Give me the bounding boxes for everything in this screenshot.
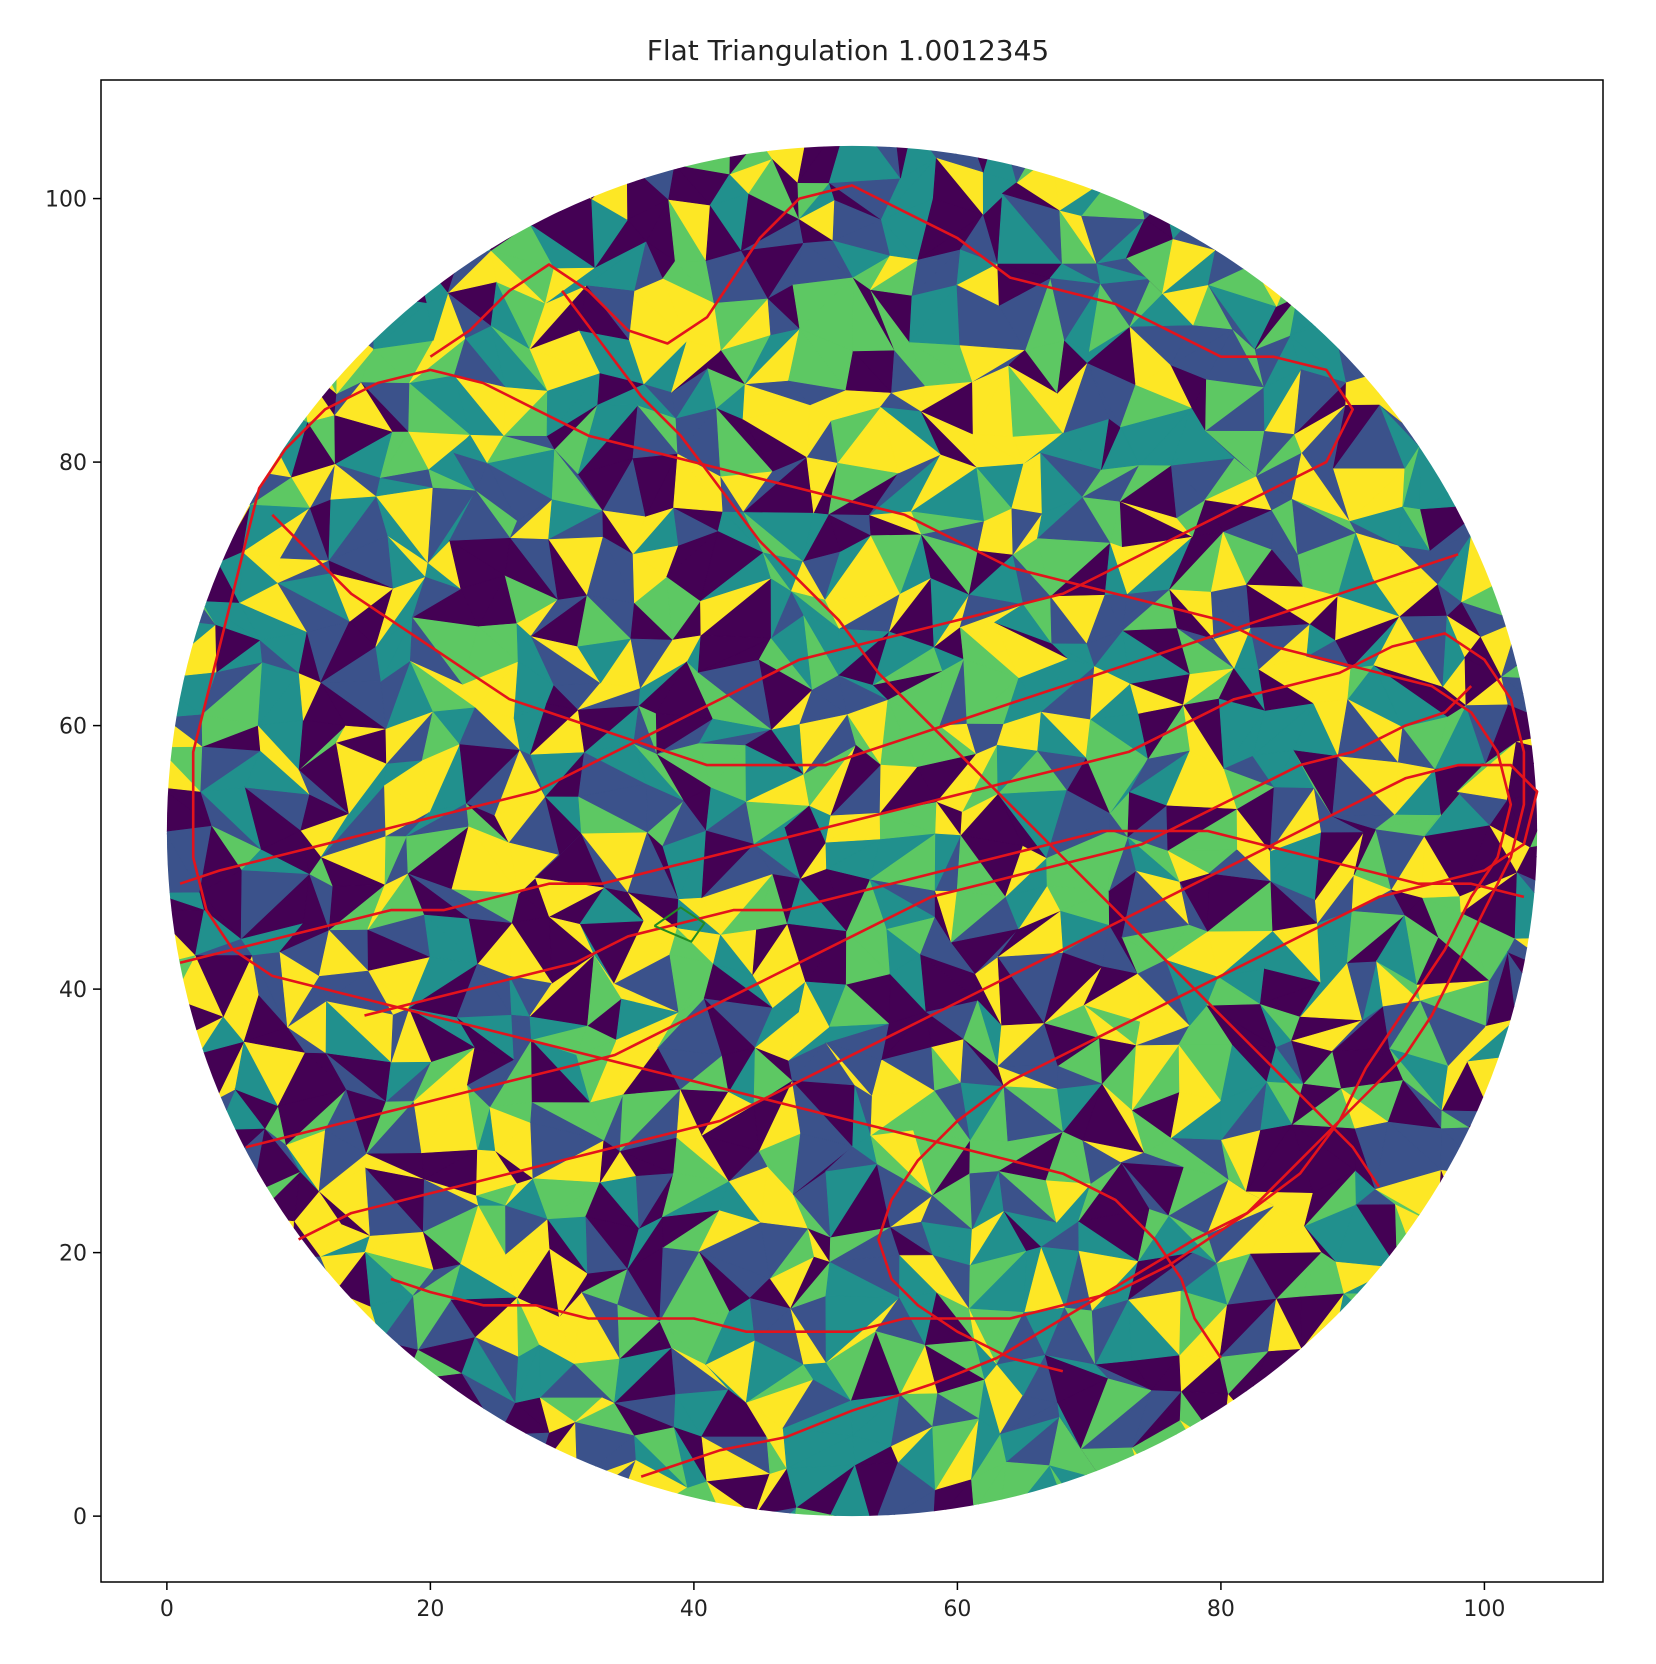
- x-tick-label: 100: [1463, 1597, 1505, 1622]
- series-path-5: [245, 685, 1473, 1149]
- mesh-triangle: [1516, 846, 1538, 892]
- series-path-2: [298, 763, 1539, 1373]
- mesh-triangle: [1507, 703, 1538, 742]
- path-series-group: [179, 184, 1539, 1478]
- series-path-9: [653, 906, 706, 943]
- chart-title: Flat Triangulation 1.0012345: [647, 34, 1050, 67]
- series-path-8: [561, 290, 1381, 1188]
- x-axis-ticks: 0 20 40 60 80 100: [160, 1582, 1505, 1622]
- x-tick-label: 40: [680, 1597, 708, 1622]
- y-tick-label: 40: [59, 978, 87, 1003]
- axes-frame: [100, 79, 1604, 1583]
- x-tick-label: 0: [160, 1597, 174, 1622]
- series-path-6: [271, 513, 1459, 767]
- y-tick-label: 60: [59, 715, 87, 740]
- y-tick-label: 20: [59, 1242, 87, 1267]
- y-tick-label: 0: [73, 1505, 87, 1530]
- x-tick-label: 20: [416, 1597, 444, 1622]
- mesh-triangle: [893, 145, 913, 179]
- series-path-3: [179, 184, 1354, 885]
- y-axis-ticks: 0 20 40 60 80 100: [45, 188, 101, 1530]
- x-tick-label: 80: [1207, 1597, 1235, 1622]
- mesh-triangle: [828, 145, 902, 184]
- series-path-1: [191, 368, 1513, 1478]
- x-tick-label: 60: [943, 1597, 971, 1622]
- y-tick-label: 100: [45, 188, 87, 213]
- y-tick-label: 80: [59, 451, 87, 476]
- series-path-7: [364, 829, 1525, 1017]
- mesh-triangle: [729, 145, 759, 175]
- series-path-4: [179, 632, 1526, 1333]
- mesh-triangle: [1507, 937, 1538, 980]
- mesh-triangle: [1514, 871, 1538, 939]
- mesh-triangle: [1516, 871, 1538, 937]
